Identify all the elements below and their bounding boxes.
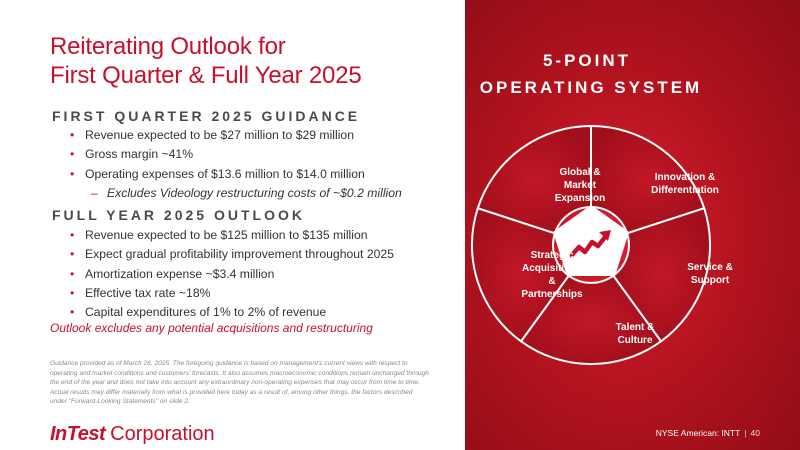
exchange-ticker: NYSE American: INTT — [655, 428, 741, 438]
segment-strategic-acquisitions — [476, 124, 592, 235]
fy-outlook-list: Revenue expected to be $125 million to $… — [70, 226, 394, 323]
guidance-disclaimer: Guidance provided as of March 26, 2025. … — [50, 360, 429, 405]
list-item: Gross margin ~41% — [70, 145, 402, 165]
fy-heading: FULL YEAR 2025 OUTLOOK — [52, 207, 305, 223]
segment-label-global-2: Market — [564, 180, 597, 191]
footer-divider: | — [744, 428, 747, 438]
outlook-panel: Reiterating Outlook for First Quarter & … — [0, 0, 465, 450]
segment-label-talent-2: Culture — [618, 335, 653, 346]
operating-system-panel: 5-POINT OPERATING SYSTEM Global & Market — [465, 0, 800, 450]
list-item: Amortization expense ~$3.4 million — [70, 265, 394, 285]
company-logo: InTest Corporation — [50, 423, 215, 447]
outlook-note: Outlook excludes any potential acquisiti… — [50, 321, 373, 335]
segment-label-talent-1: Talent & — [616, 322, 655, 333]
segment-global-market-expansion — [590, 124, 706, 235]
segment-label-service-2: Support — [691, 275, 730, 286]
segment-label-innovation-1: Innovation & — [655, 172, 716, 183]
list-item: Revenue expected to be $27 million to $2… — [70, 126, 402, 146]
page-number: 40 — [750, 428, 760, 438]
list-item: Effective tax rate ~18% — [70, 284, 394, 304]
page-title: Reiterating Outlook for First Quarter & … — [50, 32, 362, 90]
segment-label-strategic-3: & — [548, 276, 555, 287]
segment-talent-culture — [470, 206, 571, 343]
growth-arrow-icon — [568, 230, 611, 259]
logo-brand: InTest — [50, 423, 106, 445]
operating-system-diagram: 5-POINT OPERATING SYSTEM Global & Market — [470, 51, 733, 365]
segment-label-strategic-4: Partnerships — [521, 289, 583, 300]
segment-label-innovation-2: Differentiation — [651, 185, 719, 196]
list-item: Capital expenditures of 1% to 2% of reve… — [70, 303, 394, 323]
segment-label-strategic-1: Strategic — [531, 250, 574, 261]
title-line-2: First Quarter & Full Year 2025 — [50, 62, 362, 89]
segment-label-global-3: Expansion — [555, 193, 606, 204]
q1-guidance-list: Revenue expected to be $27 million to $2… — [70, 126, 402, 203]
segment-label-strategic-2: Acquisitions — [522, 263, 582, 274]
system-title-line-2: OPERATING SYSTEM — [480, 78, 702, 97]
list-item: Revenue expected to be $125 million to $… — [70, 226, 394, 246]
slide-footer: NYSE American: INTT | 40 — [656, 428, 760, 438]
segment-service-support — [519, 274, 663, 365]
list-item: Operating expenses of $13.6 million to $… — [70, 165, 402, 185]
system-title-line-1: 5-POINT — [543, 51, 631, 70]
list-item: Expect gradual profitability improvement… — [70, 245, 394, 265]
segment-label-service-1: Service & — [687, 262, 733, 273]
q1-heading: FIRST QUARTER 2025 GUIDANCE — [52, 108, 361, 124]
title-line-1: Reiterating Outlook for — [50, 33, 286, 60]
list-subitem: Excludes Videology restructuring costs o… — [70, 184, 402, 204]
logo-corporation: Corporation — [110, 423, 215, 445]
segment-label-global-1: Global & — [559, 167, 600, 178]
